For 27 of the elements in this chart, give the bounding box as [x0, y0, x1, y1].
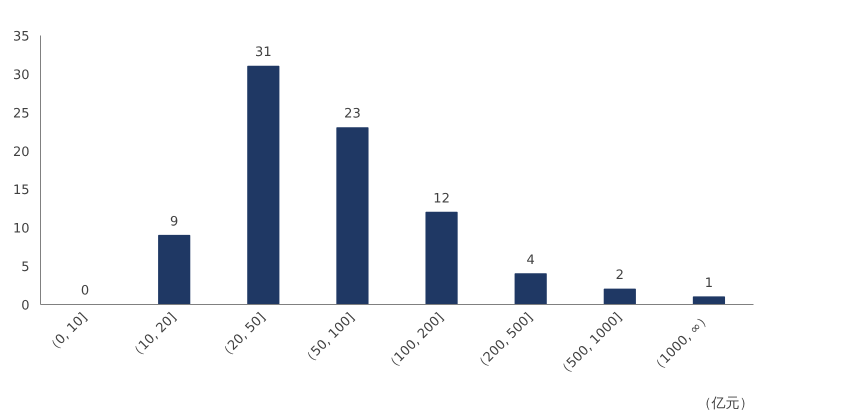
data-label: 12 [433, 191, 450, 206]
data-label: 1 [704, 276, 714, 291]
y-tick-label: 20 [12, 144, 30, 160]
data-label: 9 [170, 214, 178, 230]
bar [425, 212, 458, 304]
data-label: 2 [616, 268, 624, 284]
x-tick-label: （10, 20] [126, 310, 180, 363]
x-tick-label: （0, 10] [44, 310, 90, 357]
y-tick-label: 30 [12, 68, 30, 83]
x-tick-label: （20, 50] [216, 310, 269, 363]
y-tick-label: 0 [21, 298, 30, 314]
y-tick-label: 15 [12, 183, 30, 198]
bar [158, 234, 190, 304]
data-label: 31 [255, 45, 272, 60]
y-tick-label: 35 [12, 30, 30, 44]
data-label: 23 [344, 106, 361, 122]
y-tick-label: 10 [12, 222, 30, 237]
data-label: 4 [526, 252, 535, 268]
y-tick-label: 5 [21, 260, 30, 276]
data-label: 0 [80, 284, 90, 298]
y-tick-label: 25 [12, 106, 30, 122]
bar [692, 296, 726, 304]
bar [247, 66, 280, 304]
x-axis-title: （亿元） [698, 396, 754, 412]
bar [336, 127, 369, 304]
bar [604, 288, 636, 304]
bar [514, 273, 547, 304]
